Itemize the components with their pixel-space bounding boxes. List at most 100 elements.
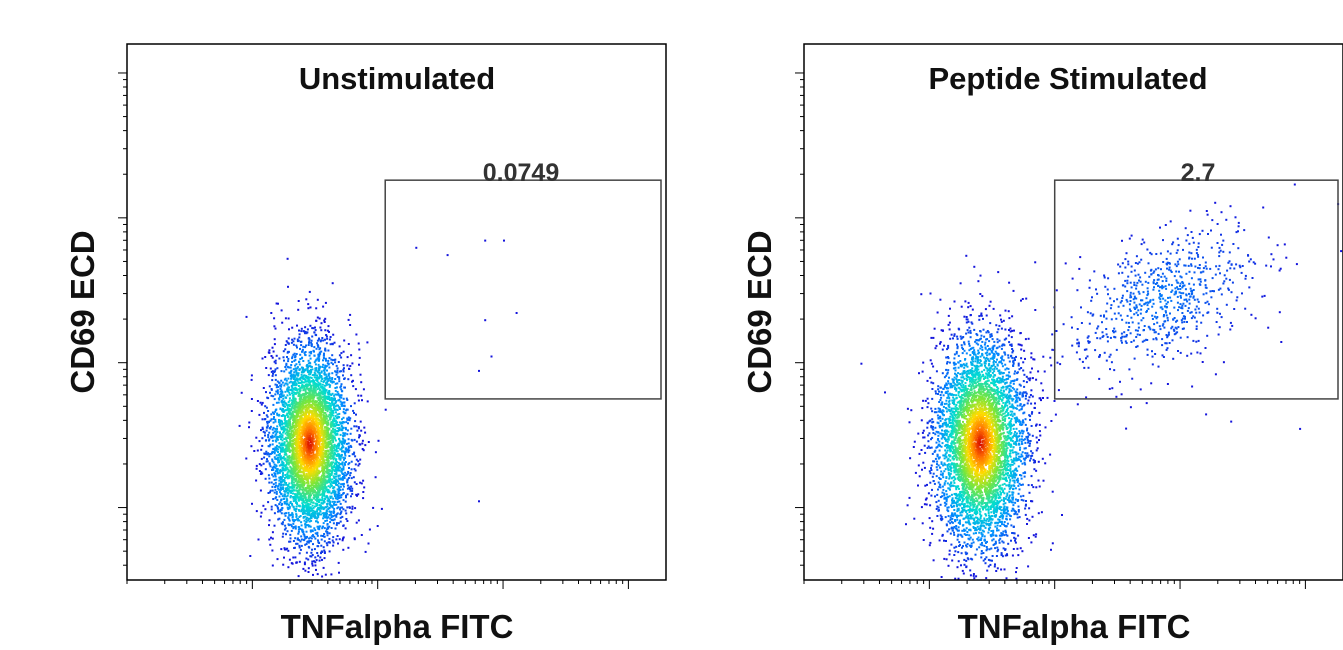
- event-point: [323, 394, 326, 397]
- event-point: [338, 477, 341, 480]
- event-point: [330, 510, 333, 513]
- event-point: [278, 419, 280, 421]
- event-point: [303, 399, 306, 402]
- event-point: [340, 429, 343, 432]
- event-point: [292, 453, 295, 455]
- event-point: [327, 473, 330, 476]
- event-point: [315, 358, 318, 361]
- event-point: [290, 427, 293, 430]
- event-point: [275, 354, 278, 357]
- event-point: [312, 393, 315, 396]
- event-point: [288, 371, 291, 374]
- event-point: [297, 530, 300, 533]
- event-point: [346, 399, 349, 401]
- event-point: [326, 474, 329, 477]
- event-point: [355, 425, 358, 428]
- event-point: [288, 434, 291, 437]
- event-point: [302, 440, 305, 443]
- event-point: [281, 381, 284, 384]
- event-point: [293, 408, 296, 411]
- event-point: [342, 368, 345, 371]
- event-point: [341, 488, 344, 491]
- event-point: [292, 496, 295, 498]
- event-point: [314, 407, 317, 410]
- event-point: [327, 485, 330, 488]
- event-point: [280, 385, 283, 388]
- event-point: [318, 407, 321, 410]
- event-point: [297, 372, 300, 375]
- event-point: [320, 408, 322, 410]
- event-point: [308, 506, 311, 509]
- event-point: [267, 397, 270, 400]
- event-point: [276, 472, 279, 475]
- event-point: [269, 452, 272, 455]
- event-point: [273, 491, 276, 494]
- event-point: [344, 439, 347, 442]
- event-point: [294, 397, 297, 400]
- event-point: [358, 436, 360, 439]
- event-point: [293, 371, 296, 374]
- event-point: [309, 491, 312, 494]
- event-point: [319, 450, 322, 453]
- event-point: [250, 398, 253, 400]
- event-point: [259, 515, 262, 518]
- event-point: [292, 556, 295, 559]
- event-point: [355, 521, 358, 524]
- event-point: [310, 483, 313, 486]
- event-point: [300, 449, 303, 452]
- event-point: [318, 366, 321, 368]
- event-point: [316, 374, 319, 377]
- event-point: [296, 366, 299, 369]
- event-point: [299, 387, 302, 390]
- event-point: [313, 410, 316, 413]
- event-point: [317, 527, 320, 530]
- event-point: [307, 477, 310, 480]
- event-point: [292, 422, 295, 424]
- event-point: [295, 489, 298, 492]
- event-point: [313, 429, 316, 432]
- event-point: [313, 446, 315, 449]
- event-point: [305, 374, 308, 377]
- event-point: [341, 461, 344, 464]
- event-point: [318, 458, 321, 461]
- event-point: [264, 439, 267, 442]
- event-point: [326, 435, 329, 438]
- event-point: [297, 461, 300, 464]
- event-point: [286, 530, 289, 533]
- event-point: [301, 495, 304, 498]
- event-point: [323, 487, 325, 490]
- event-point: [310, 393, 313, 396]
- event-point: [346, 433, 349, 436]
- event-point: [310, 368, 312, 371]
- event-point: [320, 452, 323, 455]
- event-point: [272, 426, 275, 429]
- event-point: [298, 491, 301, 494]
- event-point: [296, 402, 299, 405]
- event-point: [295, 426, 298, 429]
- event-point: [299, 358, 302, 360]
- event-point: [343, 401, 346, 404]
- event-point: [285, 483, 288, 486]
- event-point: [282, 356, 285, 359]
- event-point: [291, 434, 294, 437]
- event-point: [288, 399, 291, 402]
- event-point: [300, 330, 303, 333]
- event-point: [307, 389, 310, 392]
- event-point: [300, 485, 303, 488]
- event-point: [292, 477, 295, 480]
- event-point: [302, 385, 305, 388]
- event-point: [316, 394, 319, 397]
- event-point: [303, 472, 306, 475]
- event-point: [298, 392, 301, 395]
- event-point: [384, 408, 387, 411]
- event-point: [319, 404, 322, 406]
- event-point: [276, 392, 279, 395]
- event-point: [289, 442, 292, 445]
- event-point: [274, 486, 277, 488]
- event-point: [322, 389, 325, 392]
- event-point: [309, 324, 312, 327]
- event-point: [300, 436, 303, 439]
- event-point: [312, 399, 314, 402]
- event-point: [269, 419, 272, 422]
- event-point: [305, 508, 308, 511]
